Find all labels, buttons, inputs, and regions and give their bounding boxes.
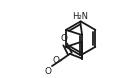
Text: O: O: [61, 34, 68, 43]
Text: H₂N: H₂N: [72, 12, 88, 21]
Text: O: O: [52, 56, 60, 65]
Text: O: O: [44, 67, 51, 76]
